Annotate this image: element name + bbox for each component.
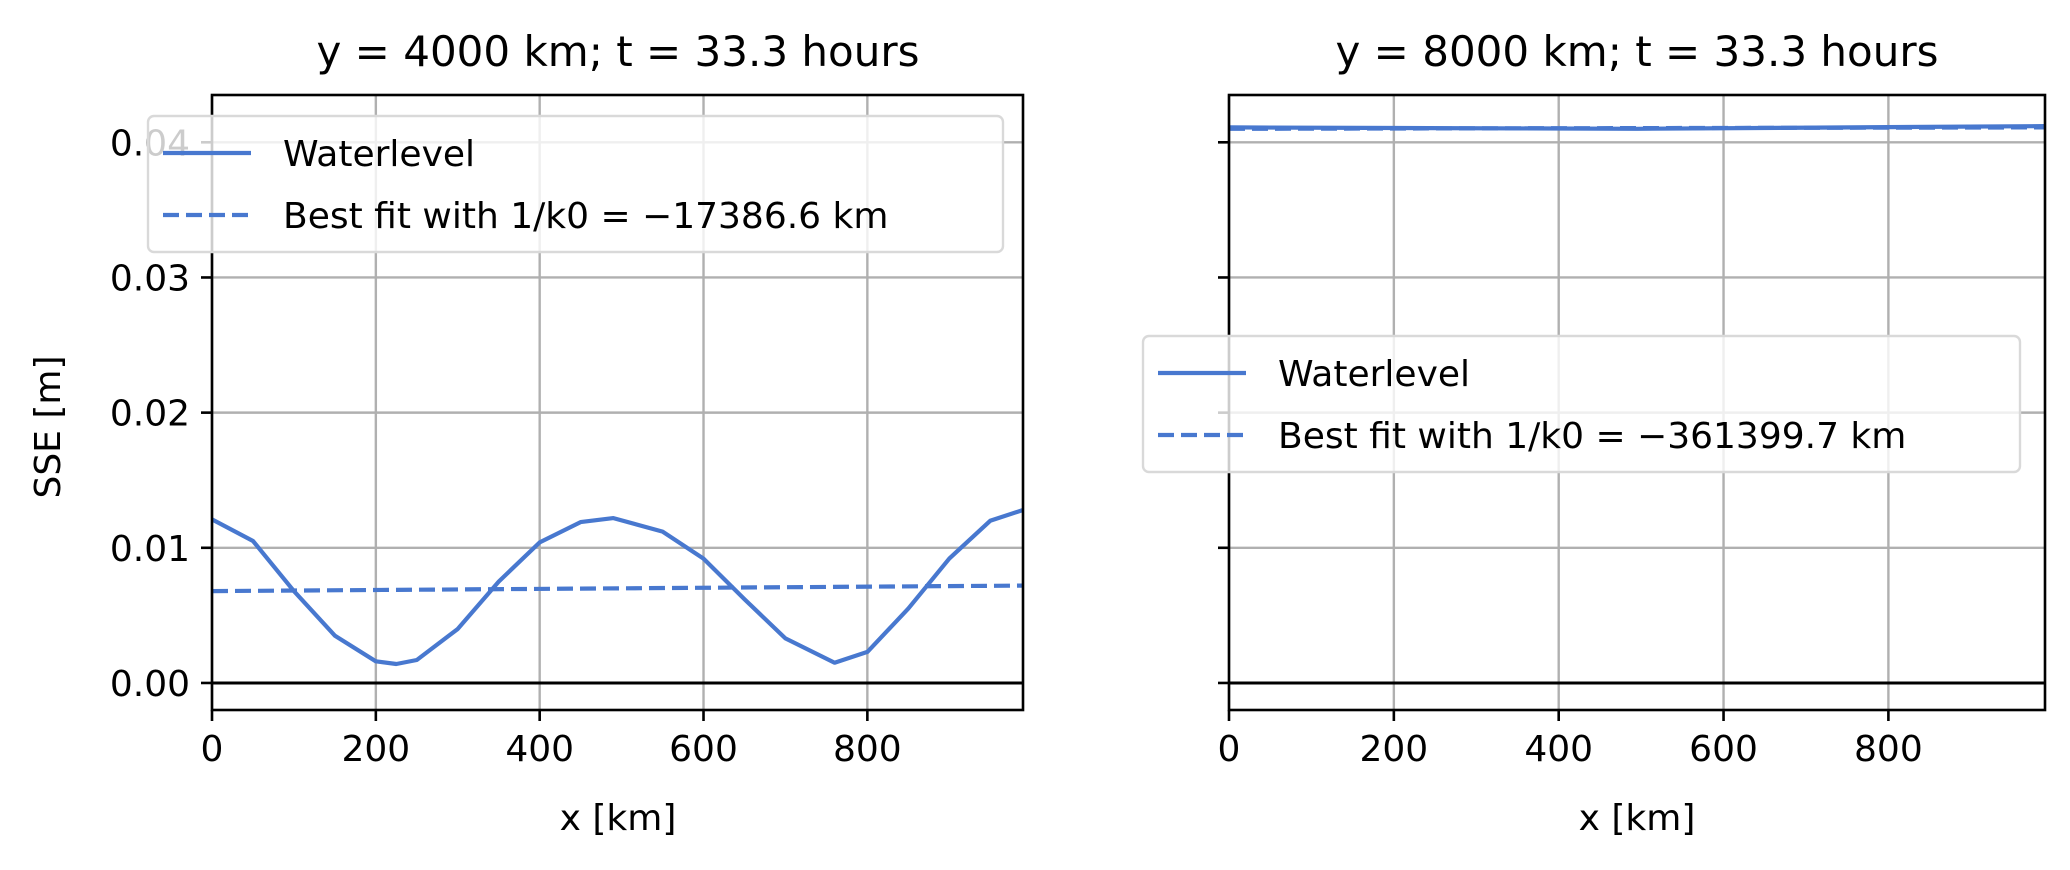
left-xtick-label-0: 0 [201,729,224,770]
right-legend-label-1: Best fit with 1/k0 = −361399.7 km [1278,416,1906,457]
subplot-right-legend: Waterlevel Best fit with 1/k0 = −361399.7… [1141,334,2022,474]
subplot-left-series [211,508,1024,667]
left-legend-label-0: Waterlevel [283,134,475,175]
right-xtick-label-2: 400 [1524,729,1593,770]
subplot-right-series [1228,124,2046,131]
left-xtick-label-3: 600 [669,729,738,770]
left-xtick-label-4: 800 [833,729,902,770]
right-series-1-line [1228,125,2046,131]
right-xtick-label-3: 600 [1689,729,1758,770]
left-ytick-label-3: 0.03 [110,258,190,299]
left-ytick-label-1: 0.01 [110,529,190,570]
subplot-left-title: y = 4000 km; t = 33.3 hours [316,27,919,76]
subplot-right: y = 8000 km; t = 33.3 hours 0 200 400 600 80… [1141,27,2047,839]
right-xtick-label-1: 200 [1359,729,1428,770]
left-legend-box [146,114,1005,254]
left-xtick-label-1: 200 [341,729,410,770]
left-ytick-label-2: 0.02 [110,394,190,435]
right-legend-label-0: Waterlevel [1278,354,1470,395]
left-series-1-line [211,583,1024,594]
subplot-right-title: y = 8000 km; t = 33.3 hours [1335,27,1938,76]
right-xtick-label-4: 800 [1854,729,1923,770]
subplot-left-xlabel: x [km] [560,798,677,839]
right-xtick-label-0: 0 [1218,729,1241,770]
subplot-left-legend: Waterlevel Best fit with 1/k0 = −17386.6 … [146,114,1005,254]
left-ytick-label-0: 0.00 [110,664,190,705]
left-series-0-line [211,508,1024,667]
left-xtick-label-2: 400 [505,729,574,770]
subplot-right-xlabel: x [km] [1579,798,1696,839]
subplot-left-ylabel: SSE [m] [28,355,69,498]
left-legend-label-1: Best fit with 1/k0 = −17386.6 km [283,196,888,237]
subplot-left-frame [210,93,1025,712]
subplot-right-ticks: 0 200 400 600 800 [1218,141,1923,770]
right-legend-box [1141,334,2022,474]
subplot-left: y = 4000 km; t = 33.3 hours 0 200 400 600 80… [28,27,1025,839]
